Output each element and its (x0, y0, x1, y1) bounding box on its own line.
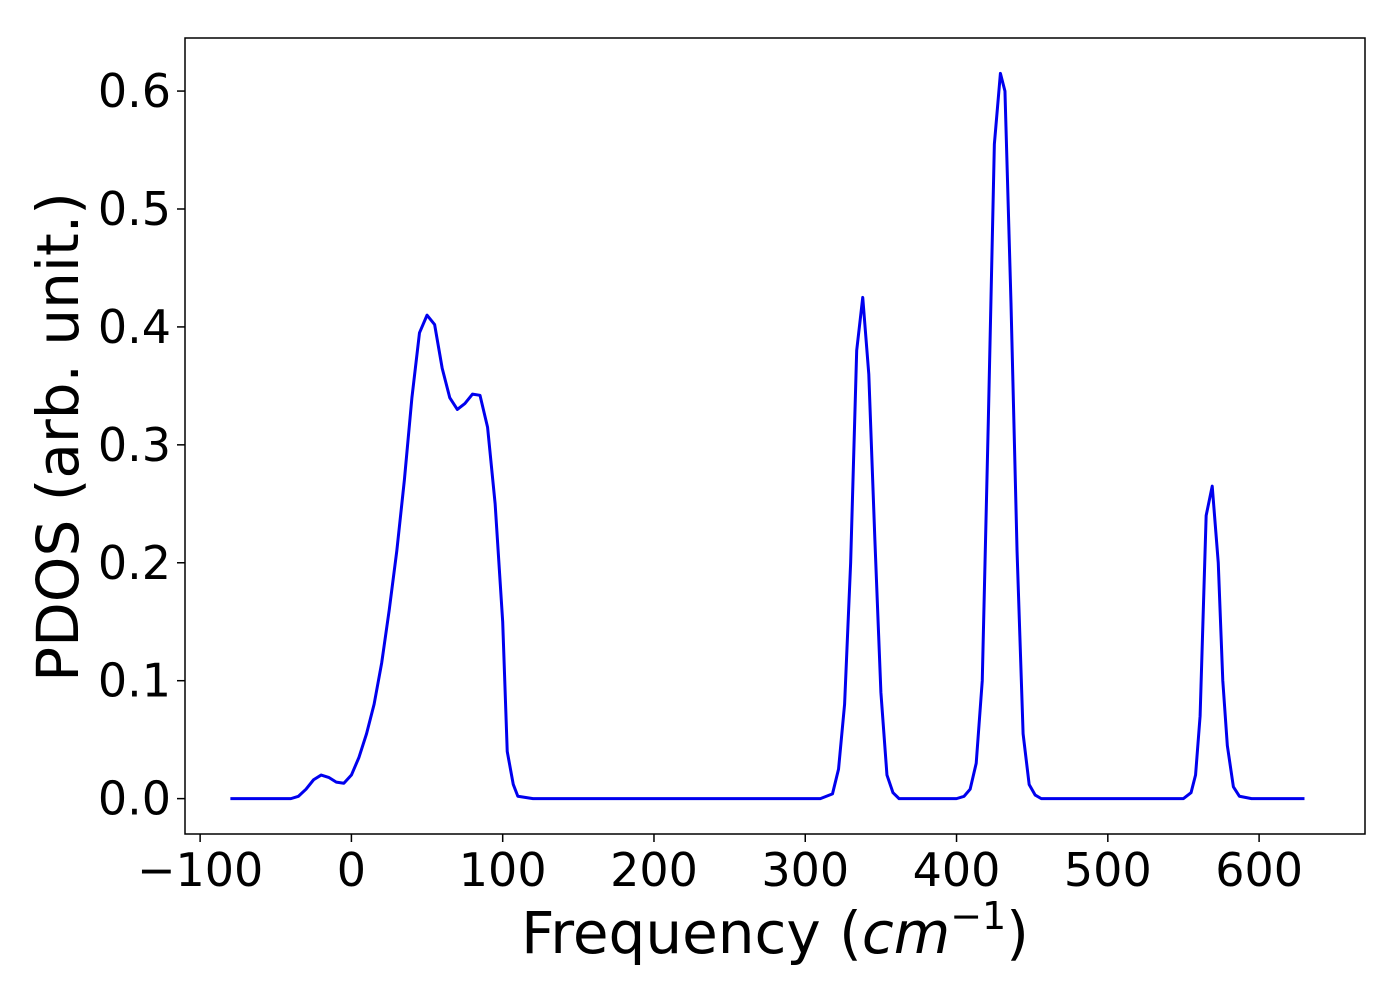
y-tick-label: 0.2 (98, 536, 171, 590)
y-tick-label: 0.1 (98, 654, 171, 708)
plot-frame (184, 37, 1366, 835)
x-tick-label: 200 (610, 843, 698, 897)
plot-background (185, 38, 1365, 834)
y-tick-label: 0.5 (98, 182, 171, 236)
x-tick-label: −100 (137, 843, 263, 897)
y-tick-label: 0.0 (98, 772, 171, 826)
y-tick-label: 0.6 (98, 64, 171, 118)
x-axis-title: Frequency (cm−1) (521, 894, 1029, 967)
x-tick-label: 300 (761, 843, 849, 897)
y-tick-label: 0.3 (98, 418, 171, 472)
x-axis-ticks: −100 0 100 200 300 400 500 600 (137, 834, 1303, 897)
y-tick-label: 0.4 (98, 300, 171, 354)
x-tick-label: 600 (1215, 843, 1303, 897)
pdos-series-line (230, 71, 1305, 801)
y-axis-title: PDOS (arb. unit.) (24, 192, 92, 682)
x-tick-label: 500 (1064, 843, 1152, 897)
x-tick-label: 400 (913, 843, 1001, 897)
x-tick-label: 0 (337, 843, 366, 897)
x-tick-label: 100 (459, 843, 547, 897)
y-axis-ticks: 0.0 0.1 0.2 0.3 0.4 0.5 0.6 (98, 64, 185, 826)
